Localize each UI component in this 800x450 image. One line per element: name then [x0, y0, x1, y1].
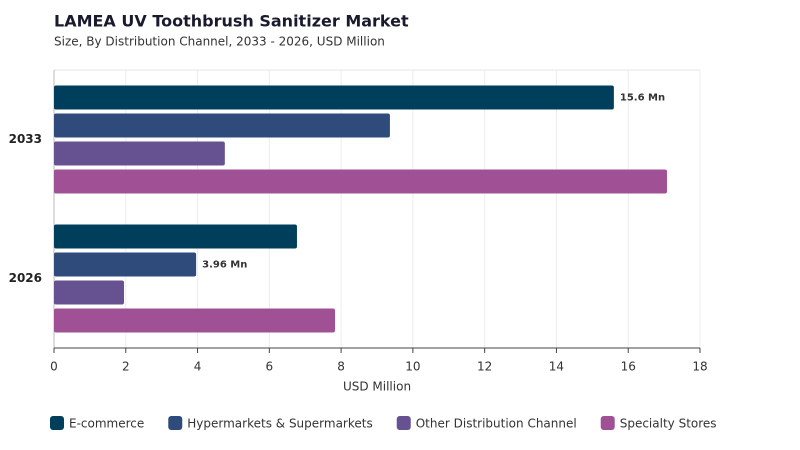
x-tick-label: 8: [337, 360, 345, 374]
bar: [54, 113, 390, 138]
x-axis-title: USD Million: [343, 380, 411, 394]
legend-swatch: [396, 416, 411, 430]
bar: [54, 169, 667, 194]
x-tick-label: 12: [477, 360, 492, 374]
bar: [54, 224, 297, 249]
bar: [54, 252, 197, 277]
value-label: 15.6 Mn: [620, 93, 665, 104]
x-tick-label: 10: [405, 360, 420, 374]
x-tick-label: 0: [50, 360, 58, 374]
chart-subtitle: Size, By Distribution Channel, 2033 - 20…: [54, 35, 385, 49]
legend-swatch: [168, 416, 183, 430]
legend-label: Hypermarkets & Supermarkets: [187, 417, 372, 431]
bar: [54, 141, 225, 166]
x-tick-label: 16: [621, 360, 636, 374]
legend-label: E-commerce: [69, 417, 144, 431]
bar: [54, 85, 614, 110]
x-tick-label: 2: [122, 360, 130, 374]
x-tick-label: 18: [692, 360, 707, 374]
x-tick-label: 14: [549, 360, 564, 374]
x-tick-label: 4: [194, 360, 202, 374]
chart-title: LAMEA UV Toothbrush Sanitizer Market: [54, 12, 409, 31]
value-label: 3.96 Mn: [202, 260, 247, 271]
y-tick-label: 2033: [9, 132, 42, 146]
legend-label: Other Distribution Channel: [416, 417, 577, 431]
x-tick-label: 6: [266, 360, 274, 374]
y-tick-label: 2026: [9, 271, 42, 285]
legend-swatch: [50, 416, 64, 430]
bar: [54, 280, 124, 305]
legend-swatch: [600, 416, 615, 430]
bar: [54, 308, 336, 333]
legend-label: Specialty Stores: [620, 417, 717, 431]
